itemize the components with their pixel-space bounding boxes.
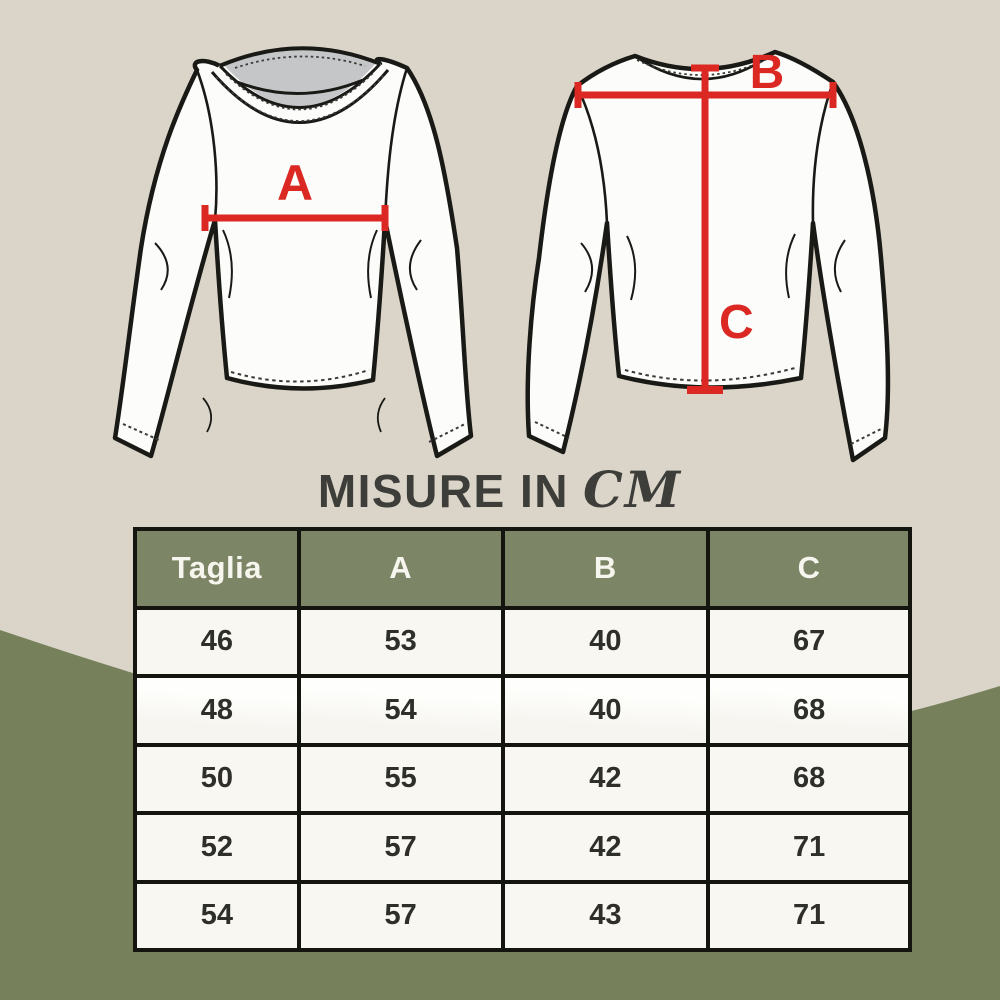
table-cell: 71	[710, 815, 908, 880]
front-body-outline	[112, 46, 474, 459]
table-cell: 42	[504, 746, 707, 812]
table-cell: 55	[300, 746, 501, 812]
table-cell: 40	[504, 678, 707, 743]
page-title: MISURE IN CM	[0, 460, 1000, 519]
front-view-sketch: A	[112, 46, 474, 459]
table-cell: 67	[710, 609, 908, 675]
table-cell: 46	[137, 609, 297, 675]
table-header-b: B	[504, 531, 707, 606]
measurement-label-a: A	[277, 155, 313, 211]
table-cell: 52	[137, 815, 297, 880]
table-header-taglia: Taglia	[137, 531, 297, 606]
table-header-c: C	[710, 531, 908, 606]
table-cell: 54	[300, 678, 501, 743]
measurement-label-c: C	[719, 296, 754, 349]
measurement-label-b: B	[750, 46, 785, 99]
size-table: Taglia A B C 46 53 40 67 48 54 40 68 50 …	[133, 527, 912, 952]
table-cell: 71	[710, 883, 908, 948]
table-cell: 53	[300, 609, 501, 675]
measurement-line-c	[687, 64, 723, 394]
table-cell: 42	[504, 815, 707, 880]
table-cell: 48	[137, 678, 297, 743]
back-view-sketch: B C	[525, 46, 891, 463]
table-cell: 40	[504, 609, 707, 675]
table-cell: 68	[710, 746, 908, 812]
table-cell: 50	[137, 746, 297, 812]
title-text: MISURE IN	[317, 465, 570, 517]
table-cell: 54	[137, 883, 297, 948]
table-cell: 68	[710, 678, 908, 743]
measurement-line-a	[201, 205, 389, 231]
title-unit: CM	[583, 460, 683, 519]
table-cell: 43	[504, 883, 707, 948]
table-cell: 57	[300, 815, 501, 880]
table-cell: 57	[300, 883, 501, 948]
table-header-a: A	[300, 531, 501, 606]
